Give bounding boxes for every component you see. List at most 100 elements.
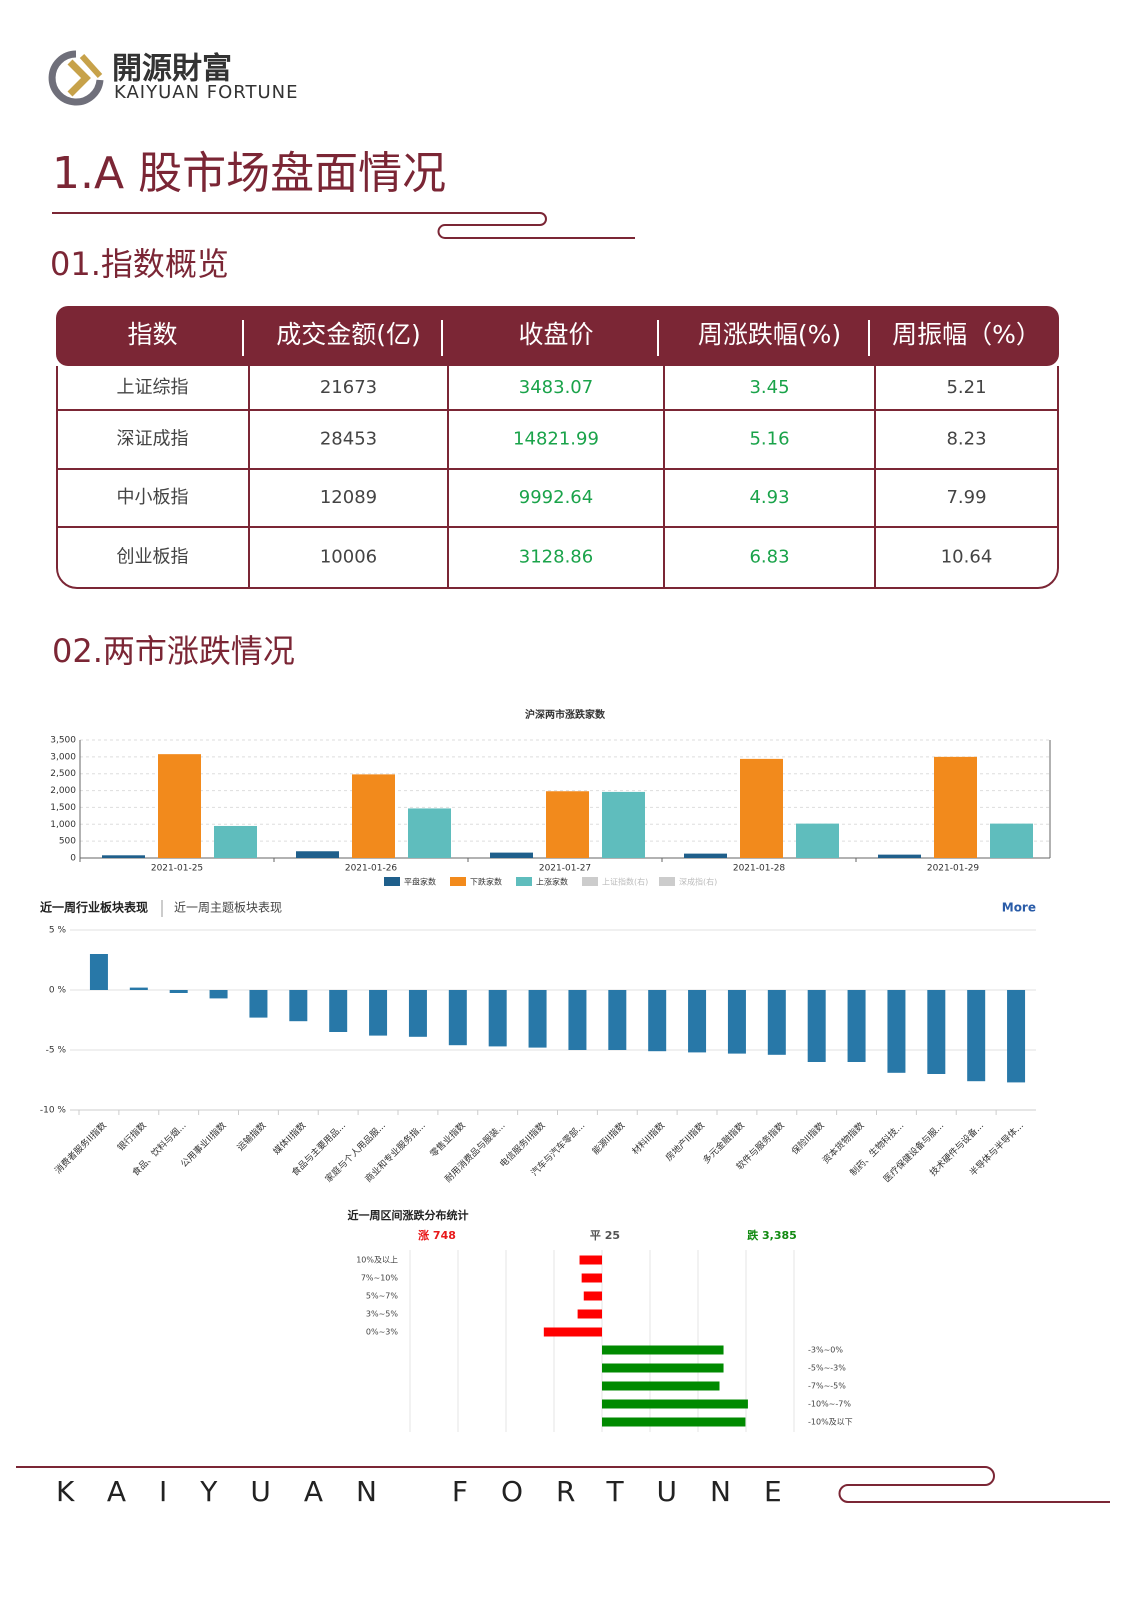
bar (583, 1291, 602, 1301)
x-tick-label: 媒体II指数 (271, 1119, 309, 1157)
chart-title: 近一周区间涨跌分布统计 (348, 1208, 469, 1222)
table-cell: 28453 (320, 429, 377, 450)
y-tick-label: 5 % (49, 926, 67, 936)
legend-swatch (450, 877, 466, 886)
bar (169, 990, 188, 993)
bar (369, 990, 388, 1036)
table-cell: 8.23 (946, 429, 986, 450)
bar (129, 987, 148, 990)
bar (352, 774, 395, 858)
bar (249, 990, 268, 1018)
bar (543, 1327, 602, 1337)
summary-label: 涨 748 (418, 1228, 456, 1242)
bar (89, 954, 108, 990)
y-tick-label: 2,500 (50, 769, 76, 779)
row-label: 3%~5% (366, 1310, 398, 1319)
footer-rule (16, 1466, 1110, 1503)
x-tick-label: 运输指数 (234, 1119, 268, 1153)
bar (296, 851, 339, 858)
bar (1007, 990, 1026, 1083)
bar (577, 1309, 602, 1319)
chart-title: 沪深两市涨跌家数 (525, 708, 606, 721)
table-cell: 上证综指 (117, 377, 189, 398)
y-tick-label: 3,000 (50, 752, 76, 762)
legend-label[interactable]: 上涨家数 (536, 877, 568, 887)
bar (847, 990, 866, 1062)
y-tick-label: 2,000 (50, 786, 76, 796)
heading-rule (52, 212, 635, 239)
x-tick-label: 2021-01-29 (927, 864, 980, 874)
bar (448, 990, 467, 1046)
table-header (56, 306, 1059, 366)
bar (602, 1381, 720, 1391)
table-header-cell: 周涨跌幅(%) (698, 320, 841, 349)
bar (684, 853, 727, 858)
heading: 1.A 股市场盘面情况 (52, 148, 446, 199)
x-tick-label: 多元金融指数 (700, 1119, 747, 1166)
table-cell: 7.99 (946, 487, 986, 508)
x-tick-label: 资本货物指数 (820, 1119, 867, 1166)
bar (568, 990, 587, 1050)
logo-ring (48, 50, 104, 106)
y-tick-label: 1,000 (50, 820, 76, 830)
logo-cn: 開源財富 (112, 52, 232, 87)
table-cell: 6.83 (749, 547, 789, 568)
bar (602, 1363, 724, 1373)
logo-en: KAIYUAN FORTUNE (114, 82, 299, 103)
bar (740, 758, 783, 858)
y-tick-label: -5 % (46, 1046, 67, 1056)
bar (329, 990, 348, 1032)
row-label: -5%~-3% (808, 1364, 846, 1373)
legend-swatch (384, 877, 400, 886)
legend-swatch (659, 877, 675, 886)
table-cell: 5.21 (946, 377, 986, 398)
x-tick-label: 2021-01-28 (733, 864, 786, 874)
legend-label[interactable]: 平盘家数 (404, 877, 436, 887)
legend-label[interactable]: 上证指数(右) (602, 877, 648, 887)
legend-swatch (516, 877, 532, 886)
x-tick-label: 材料II指数 (629, 1119, 667, 1157)
bar (579, 1255, 602, 1265)
bar (289, 990, 308, 1022)
bar (158, 754, 201, 858)
table-frame (56, 366, 1059, 589)
y-tick-label: -10 % (40, 1106, 67, 1116)
table-header-cell: 指数 (127, 320, 177, 349)
table-cell: 21673 (320, 377, 377, 398)
table-header-cell: 收盘价 (518, 320, 593, 349)
bar (408, 990, 427, 1037)
more-link[interactable]: More (1002, 901, 1036, 915)
legend-label[interactable]: 深成指(右) (679, 877, 717, 887)
bar (934, 756, 977, 858)
row-label: 7%~10% (361, 1274, 399, 1283)
table-cell: 12089 (320, 487, 377, 508)
bar (727, 990, 746, 1054)
table-cell: 3.45 (749, 377, 789, 398)
bar (408, 808, 451, 858)
table-cell: 深证成指 (117, 429, 189, 450)
y-tick-label: 0 % (49, 986, 67, 996)
tab[interactable]: 近一周行业板块表现 (40, 900, 148, 915)
bar (608, 990, 627, 1050)
x-tick-label: 2021-01-25 (151, 864, 203, 874)
x-tick-label: 2021-01-26 (345, 864, 398, 874)
legend-label[interactable]: 下跌家数 (470, 877, 502, 887)
bar (602, 791, 645, 858)
bar (102, 855, 145, 858)
bar (796, 823, 839, 858)
table-cell: 10006 (320, 547, 377, 568)
table-cell: 3483.07 (519, 377, 593, 398)
tab[interactable]: 近一周主题板块表现 (174, 901, 282, 915)
logo: 開源財富 KAIYUAN FORTUNE (48, 50, 299, 106)
table-cell: 14821.99 (513, 429, 599, 450)
bar (209, 990, 228, 999)
row-label: -3%~0% (808, 1346, 843, 1355)
logo-stroke (79, 53, 103, 79)
row-label: -10%及以下 (808, 1418, 853, 1427)
bar (214, 825, 257, 858)
bar (878, 854, 921, 858)
section-title: 01.指数概览 (50, 245, 229, 283)
bar (688, 990, 707, 1053)
table-cell: 3128.86 (519, 547, 593, 568)
bar (990, 823, 1033, 858)
